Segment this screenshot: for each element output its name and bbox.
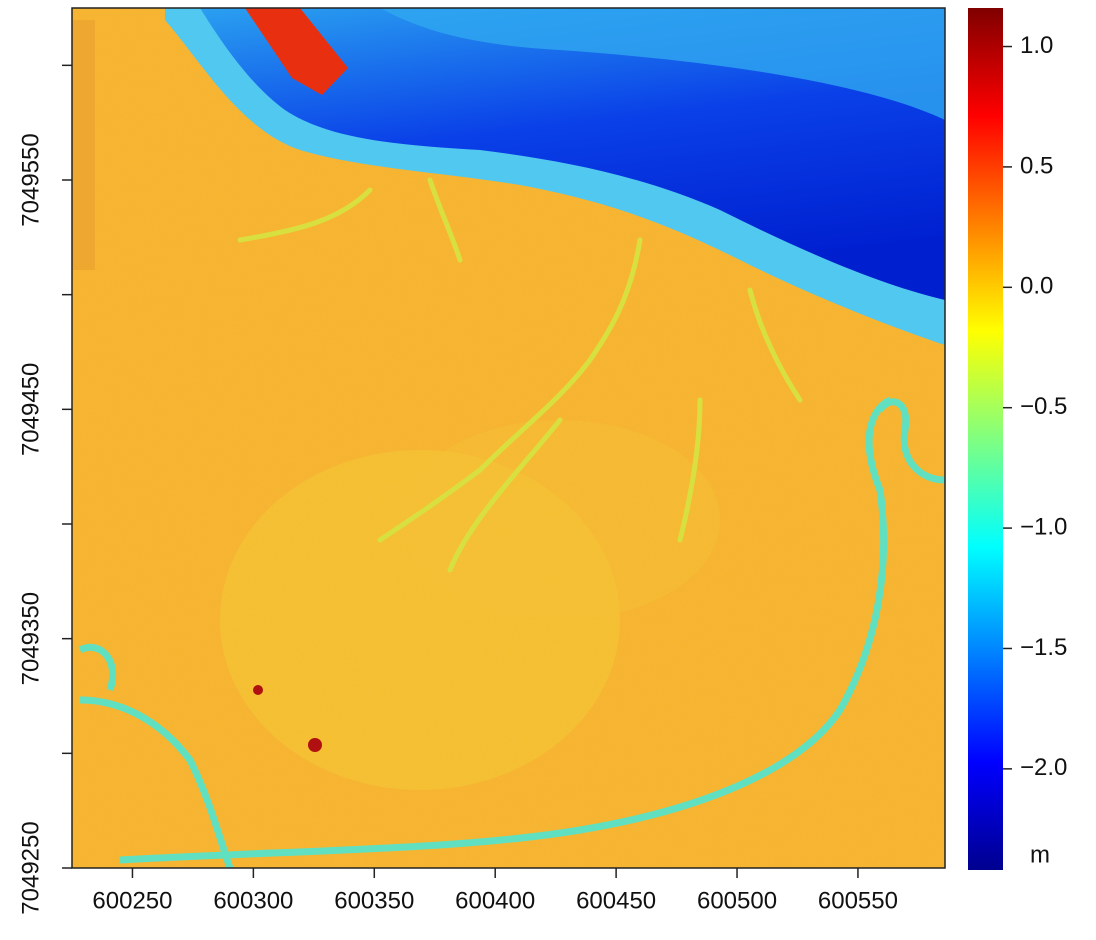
chart: m 600250 600300 600350 600400 600450 600500 60… [0, 0, 1096, 935]
colorbar-tick-label: 0.0 [1020, 273, 1053, 300]
colorbar-label: m [1030, 841, 1050, 868]
y-tick-label: 7049550 [17, 133, 44, 226]
raster-image [72, 8, 945, 868]
colorbar-tick-label: 1.0 [1020, 32, 1053, 59]
colorbar-tick-label: −1.0 [1020, 513, 1067, 540]
y-tick-label: 7049250 [17, 821, 44, 914]
y-tick-label: 7049350 [17, 592, 44, 685]
colorbar-tick-label: −1.5 [1020, 634, 1067, 661]
x-tick-label: 600350 [334, 887, 414, 914]
colorbar-tick-label: −2.0 [1020, 754, 1067, 781]
x-tick-label: 600550 [818, 887, 898, 914]
x-tick-label: 600500 [697, 887, 777, 914]
y-tick-label: 7049450 [17, 363, 44, 456]
colorbar [968, 8, 1003, 870]
x-tick-label: 600300 [213, 887, 293, 914]
colorbar-tick-label: 0.5 [1020, 152, 1053, 179]
x-tick-label: 600250 [92, 887, 172, 914]
x-tick-label: 600400 [455, 887, 535, 914]
colorbar-tick-label: −0.5 [1020, 393, 1067, 420]
x-tick-label: 600450 [576, 887, 656, 914]
